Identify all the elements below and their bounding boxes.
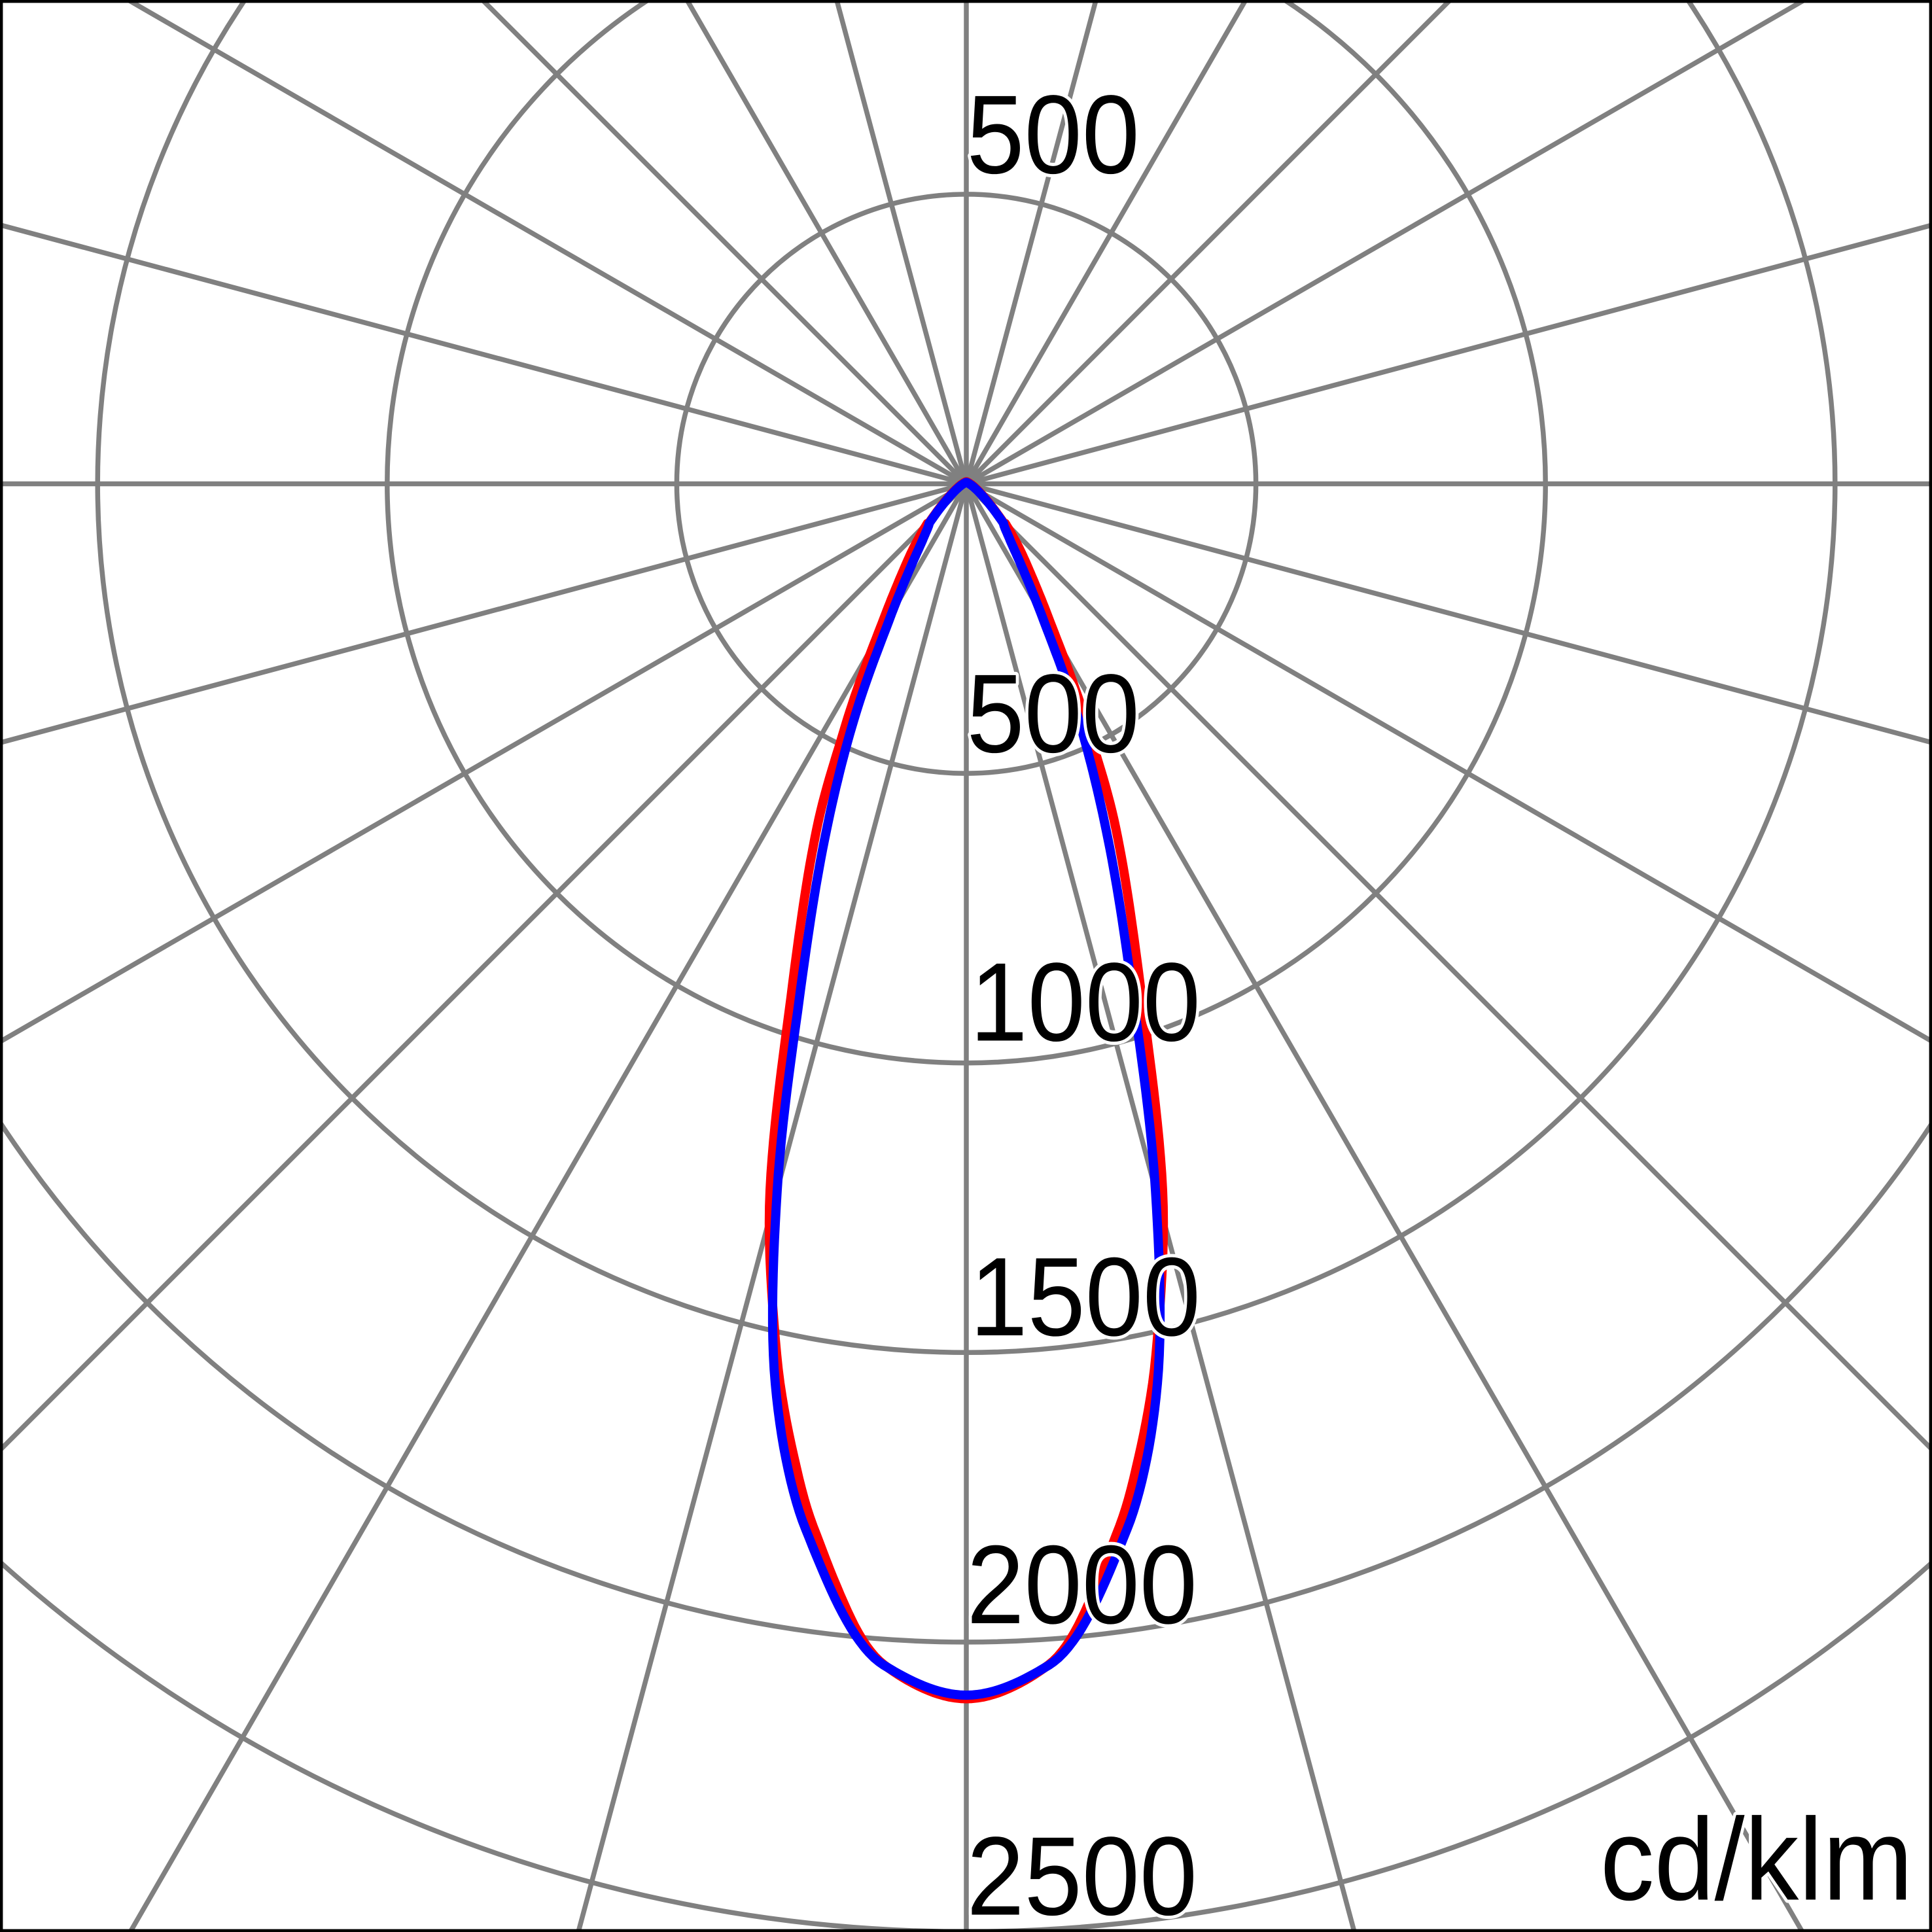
svg-text:2500: 2500 [967,1814,1197,1932]
svg-text:500: 500 [967,72,1140,197]
svg-text:500: 500 [967,651,1140,776]
svg-text:cd/klm: cd/klm [1600,1795,1913,1925]
svg-text:2000: 2000 [967,1522,1197,1647]
svg-text:1500: 1500 [970,1234,1201,1359]
svg-text:1000: 1000 [970,940,1201,1064]
